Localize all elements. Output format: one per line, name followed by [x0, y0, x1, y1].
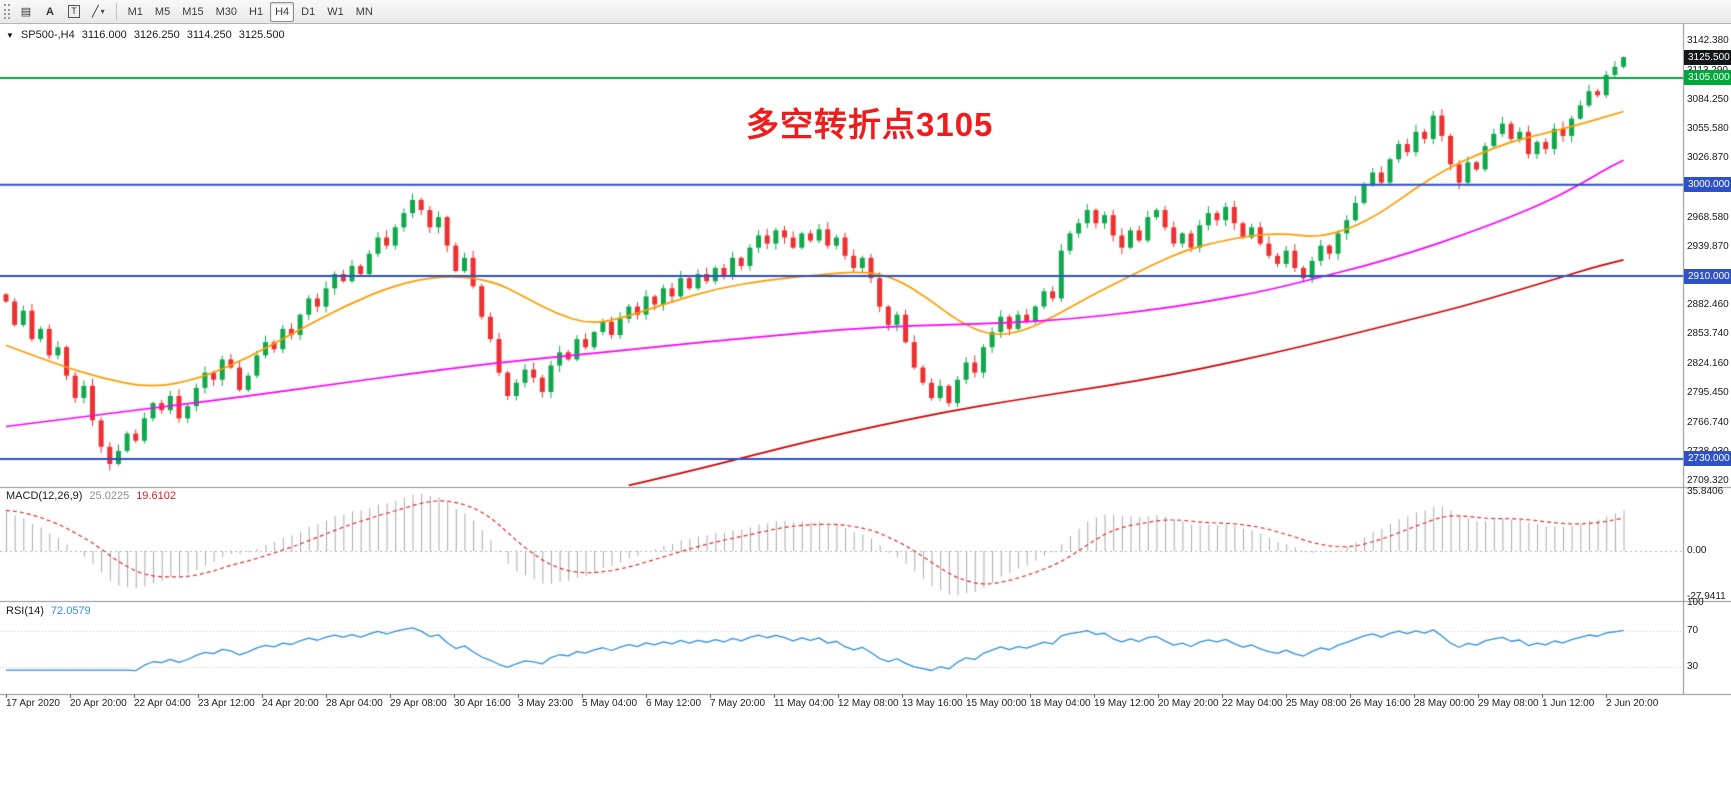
price-tick: 2939.870 [1687, 240, 1729, 252]
time-tick: 29 Apr 08:00 [390, 698, 447, 709]
time-tick: 22 May 04:00 [1222, 698, 1283, 709]
cursor-tool-button[interactable]: A [39, 2, 61, 22]
time-tick: 6 May 12:00 [646, 698, 702, 709]
macd-axis-min: -27.9411 [1687, 591, 1726, 602]
tf-button-w1[interactable]: W1 [327, 5, 344, 18]
time-tick: 26 May 16:00 [1350, 698, 1411, 709]
ohlc-close: 3125.500 [238, 29, 285, 41]
macd-axis-zero: 0.00 [1687, 545, 1707, 556]
macd-signal-value: 19.6102 [136, 490, 176, 502]
line-tools-button[interactable]: ╱ ▾ [87, 2, 110, 22]
tf-button-d1[interactable]: D1 [301, 5, 316, 18]
chart-grid-icon: ▤ [20, 6, 32, 18]
tf-button-m5[interactable]: M5 [154, 5, 171, 18]
time-tick: 7 May 20:00 [710, 698, 766, 709]
price-tick: 2766.740 [1687, 416, 1729, 428]
tf-button-mn[interactable]: MN [355, 5, 373, 18]
time-tick: 25 May 08:00 [1286, 698, 1347, 709]
macd-name: MACD(12,26,9) [6, 490, 83, 502]
time-tick: 2 Jun 20:00 [1606, 698, 1659, 709]
tf-button-h4[interactable]: H4 [270, 1, 295, 22]
macd-axis-max: 35.8406 [1687, 486, 1724, 497]
price-tick: 2853.740 [1687, 328, 1729, 340]
rsi-name: RSI(14) [6, 605, 44, 617]
price-tick: 2795.450 [1687, 387, 1729, 399]
line-tool-icon: ╱ [92, 6, 99, 18]
time-tick: 17 Apr 2020 [6, 698, 60, 709]
cursor-tool-icon: A [46, 5, 54, 18]
macd-label: MACD(12,26,9) 25.0225 19.6102 [6, 490, 176, 502]
time-tick: 13 May 16:00 [902, 698, 963, 709]
time-tick: 18 May 04:00 [1030, 698, 1091, 709]
price-tick: 2824.160 [1687, 358, 1729, 370]
price-tick: 2738.030 [1687, 446, 1729, 457]
time-tick: 29 May 08:00 [1478, 698, 1539, 709]
macd-main-value: 25.0225 [89, 490, 130, 502]
price-tick: 3026.870 [1687, 152, 1729, 164]
time-tick: 28 Apr 04:00 [326, 698, 383, 709]
timeframe-bar: M1 M5 M15 M30 H1 H4 D1 W1 MN [122, 1, 379, 22]
tf-button-m30[interactable]: M30 [215, 5, 238, 18]
time-tick: 3 May 23:00 [518, 698, 574, 709]
price-tick: 3142.380 [1687, 35, 1729, 46]
rsi-axis-100: 100 [1687, 597, 1704, 608]
price-badge: 2730.000 [1684, 451, 1731, 467]
rsi-axis-30: 30 [1687, 661, 1699, 672]
time-tick: 12 May 08:00 [838, 698, 899, 709]
chart-grid-button[interactable]: ▤ [15, 2, 37, 22]
tf-button-h1[interactable]: H1 [249, 5, 264, 18]
toolbar-separator [115, 3, 117, 20]
price-tick: 3084.250 [1687, 94, 1729, 106]
text-tool-button[interactable]: T [63, 2, 85, 22]
price-badge: 2910.000 [1684, 268, 1731, 284]
time-tick: 1 Jun 12:00 [1542, 698, 1595, 709]
chart-canvas[interactable] [0, 24, 1731, 792]
text-tool-icon: T [68, 5, 80, 18]
price-tick: 2968.580 [1687, 211, 1729, 223]
price-tick: 3055.580 [1687, 123, 1729, 135]
time-tick: 19 May 12:00 [1094, 698, 1155, 709]
chart-header: ▼ SP500-,H4 3116.000 3126.250 3114.250 3… [6, 29, 285, 41]
tf-button-m1[interactable]: M1 [127, 5, 143, 18]
ohlc-low: 3114.250 [186, 29, 232, 41]
time-tick: 23 Apr 12:00 [198, 698, 255, 709]
ohlc-open: 3116.000 [81, 29, 127, 41]
rsi-axis-70: 70 [1687, 625, 1699, 636]
price-tick: 3113.290 [1687, 65, 1728, 76]
price-badge: 3000.000 [1684, 177, 1731, 193]
price-tick: 2709.320 [1687, 475, 1729, 486]
tf-button-m15[interactable]: M15 [182, 5, 204, 18]
ohlc-high: 3126.250 [133, 29, 180, 41]
symbol-label: SP500-,H4 [20, 29, 75, 41]
time-tick: 22 Apr 04:00 [134, 698, 191, 709]
collapse-icon[interactable]: ▼ [6, 30, 14, 40]
chevron-down-icon: ▾ [100, 7, 105, 16]
time-tick: 11 May 04:00 [774, 698, 834, 709]
time-tick: 5 May 04:00 [582, 698, 638, 709]
time-tick: 20 May 20:00 [1158, 698, 1219, 709]
rsi-label: RSI(14) 72.0579 [6, 605, 91, 617]
chart-annotation: 多空转折点3105 [746, 106, 994, 143]
price-tick: 2882.460 [1687, 299, 1729, 311]
rsi-value: 72.0579 [50, 605, 91, 617]
time-tick: 30 Apr 16:00 [454, 698, 511, 709]
price-badge: 3125.500 [1684, 49, 1731, 65]
time-tick: 20 Apr 20:00 [70, 698, 127, 709]
toolbar-grip[interactable] [4, 4, 10, 19]
toolbar: ▤ A T ╱ ▾ M1 M5 M15 M30 H1 H4 D1 W1 MN [0, 0, 1731, 24]
price-badge: 3105.000 [1684, 70, 1731, 86]
time-tick: 28 May 00:00 [1414, 698, 1475, 709]
time-tick: 24 Apr 20:00 [262, 698, 319, 709]
time-tick: 15 May 00:00 [966, 698, 1027, 709]
